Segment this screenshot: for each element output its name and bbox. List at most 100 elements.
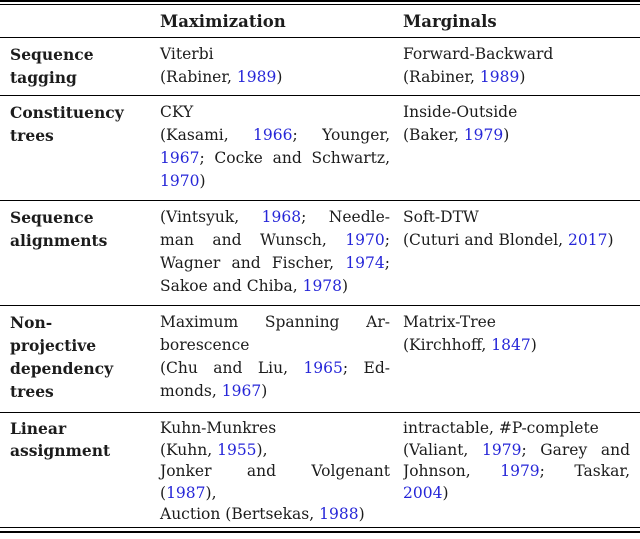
- text-segment: ;: [384, 254, 390, 272]
- text-segment: ; Needle-: [301, 208, 390, 226]
- citation-link[interactable]: 1955: [217, 440, 257, 459]
- text-segment: ): [519, 68, 526, 86]
- table-top-rule: [0, 0, 640, 5]
- citation-link[interactable]: 1987: [166, 483, 206, 502]
- citation-link[interactable]: 1989: [479, 68, 520, 86]
- cell-line: Kuhn-Munkres: [160, 418, 390, 440]
- text-segment: ): [442, 483, 449, 502]
- cell-line: Soft-DTW: [403, 206, 630, 229]
- citation-link[interactable]: 2017: [568, 231, 608, 249]
- row-label-line: trees: [10, 382, 54, 401]
- row-label-line: Linear: [10, 419, 67, 438]
- cell-line: Inside-Outside: [403, 101, 630, 124]
- text-segment: ): [607, 231, 614, 249]
- citation-link[interactable]: 1978: [302, 277, 343, 295]
- row-label-line: Sequence: [10, 45, 94, 64]
- maximization-cell: Viterbi (Rabiner, 1989): [150, 38, 403, 95]
- citation-link[interactable]: 1967: [221, 382, 262, 400]
- cell-line: Viterbi: [160, 43, 390, 66]
- citation-link[interactable]: 1970: [345, 231, 385, 249]
- row-separator-rule: [0, 95, 640, 96]
- cell-line: Sakoe and Chiba, 1978): [160, 275, 390, 298]
- citation-link[interactable]: 1965: [303, 359, 343, 377]
- row-separator-rule: [0, 200, 640, 201]
- citation-link[interactable]: 1966: [253, 126, 293, 144]
- text-segment: (Kuhn,: [160, 440, 218, 459]
- text-segment: Johnson,: [403, 462, 501, 480]
- text-segment: Kuhn-Munkres: [160, 419, 277, 437]
- text-segment: (Baker,: [403, 126, 464, 144]
- table-bottom-rule: [0, 527, 640, 533]
- citation-link[interactable]: 2004: [403, 483, 443, 502]
- cell-line: 1970): [160, 170, 390, 193]
- row-label-line: Constituency: [10, 103, 124, 122]
- row-label-line: trees: [10, 126, 54, 145]
- header-rule: [0, 37, 640, 38]
- table-row: Non-projective dependency trees Maximum Sp…: [0, 306, 640, 412]
- marginals-cell: Inside-Outside (Baker, 1979): [403, 96, 640, 200]
- cell-line: (Chu and Liu, 1965; Ed-: [160, 357, 390, 380]
- text-segment: ; Garey and: [521, 440, 631, 459]
- text-segment: (Rabiner,: [160, 68, 237, 86]
- cell-line: (Kuhn, 1955),: [160, 440, 390, 462]
- text-segment: (Valiant,: [403, 440, 482, 459]
- table-row: Linear assignment Kuhn-Munkres (Kuhn, 1955…: [0, 413, 640, 527]
- citation-link[interactable]: 1967: [160, 149, 200, 167]
- cell-line: intractable, #P-complete: [403, 418, 630, 440]
- text-segment: Sakoe and Chiba,: [160, 277, 303, 295]
- cell-line: (Vintsyuk, 1968; Needle-: [160, 206, 390, 229]
- text-segment: Jonker and Volgenant: [160, 462, 390, 480]
- citation-link[interactable]: 1989: [236, 68, 277, 86]
- text-segment: ; Cocke and Schwartz,: [199, 149, 390, 167]
- citation-link[interactable]: 1979: [500, 462, 540, 480]
- citation-link[interactable]: 1979: [481, 440, 522, 459]
- row-separator-rule: [0, 412, 640, 413]
- header-empty-cell: [0, 5, 150, 37]
- cell-line: (Rabiner, 1989): [160, 66, 390, 89]
- text-segment: Auction (Bertsekas,: [160, 505, 320, 523]
- citation-link[interactable]: 1979: [463, 126, 504, 144]
- table-body: Sequence tagging Viterbi (Rabiner, 1989) F…: [0, 38, 640, 527]
- table-header-row: Maximization Marginals: [0, 5, 640, 37]
- marginals-cell: intractable, #P-complete (Valiant, 1979; …: [403, 413, 640, 527]
- text-segment: ): [261, 382, 268, 400]
- text-segment: Maximum Spanning Ar-: [160, 313, 390, 331]
- cell-line: Wagner and Fischer, 1974;: [160, 252, 390, 275]
- text-segment: ; Taskar,: [539, 462, 630, 480]
- cell-line: Auction (Bertsekas, 1988): [160, 504, 390, 526]
- citation-link[interactable]: 1988: [319, 505, 359, 523]
- row-label: Sequence alignments: [0, 201, 150, 305]
- cell-line: man and Wunsch, 1970;: [160, 229, 390, 252]
- row-label: Sequence tagging: [0, 38, 150, 95]
- table-row: Sequence alignments (Vintsyuk, 1968; Need…: [0, 201, 640, 305]
- cell-line: CKY: [160, 101, 390, 124]
- text-segment: ; Ed-: [342, 359, 391, 377]
- text-segment: CKY: [160, 103, 194, 121]
- citation-link[interactable]: 1847: [491, 336, 531, 354]
- cell-line: 1967; Cocke and Schwartz,: [160, 147, 390, 170]
- row-separator-rule: [0, 305, 640, 306]
- text-segment: ): [199, 172, 206, 190]
- column-header-marginals: Marginals: [403, 12, 497, 31]
- cell-line: (Kirchhoff, 1847): [403, 334, 630, 357]
- cell-line: Forward-Backward: [403, 43, 630, 66]
- citation-link[interactable]: 1970: [160, 172, 200, 190]
- cell-line: Johnson, 1979; Taskar,: [403, 461, 630, 483]
- text-segment: (Chu and Liu,: [160, 359, 304, 377]
- cell-line: Matrix-Tree: [403, 311, 630, 334]
- text-segment: man and Wunsch,: [160, 231, 346, 249]
- citation-link[interactable]: 1974: [345, 254, 385, 272]
- citation-link[interactable]: 1968: [261, 208, 302, 226]
- text-segment: (Kasami,: [160, 126, 254, 144]
- text-segment: borescence: [160, 336, 250, 354]
- maximization-cell: (Vintsyuk, 1968; Needle-man and Wunsch, …: [150, 201, 403, 305]
- maximization-cell: Maximum Spanning Ar-borescence (Chu and L…: [150, 306, 403, 412]
- maximization-cell: Kuhn-Munkres (Kuhn, 1955), Jonker and Volg…: [150, 413, 403, 527]
- text-segment: ): [530, 336, 537, 354]
- row-label-line: dependency: [10, 359, 114, 378]
- column-header-maximization: Maximization: [160, 12, 286, 31]
- row-label-line: Sequence: [10, 208, 94, 227]
- row-label-line: projective: [10, 336, 97, 355]
- marginals-cell: Soft-DTW (Cuturi and Blondel, 2017): [403, 201, 640, 305]
